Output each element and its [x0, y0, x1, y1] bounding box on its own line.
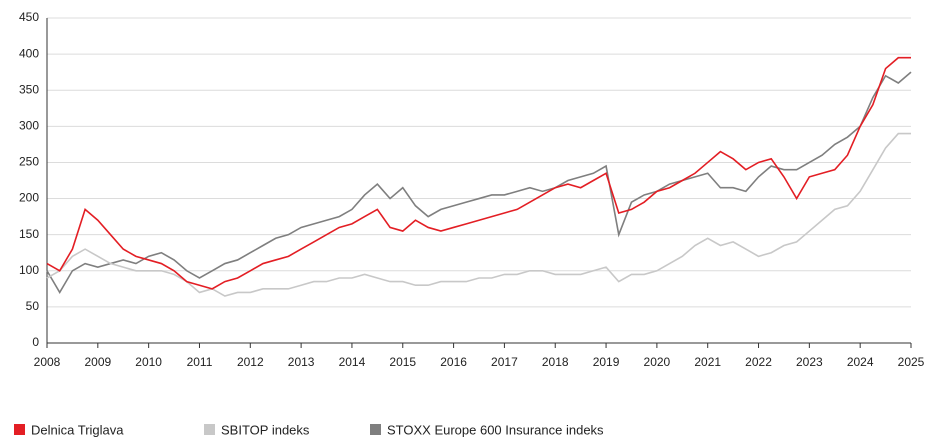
- x-tick-label: 2009: [84, 355, 111, 369]
- x-tick-label: 2022: [745, 355, 772, 369]
- x-tick-label: 2018: [542, 355, 569, 369]
- x-tick-label: 2019: [593, 355, 620, 369]
- series-line: [46, 132, 911, 297]
- x-tick-label: 2024: [847, 355, 874, 369]
- x-tick-label: 2025: [898, 355, 925, 369]
- x-tick-label: 2010: [135, 355, 162, 369]
- legend-swatch: [204, 424, 215, 435]
- x-tick-label: 2016: [440, 355, 467, 369]
- legend-swatch: [14, 424, 25, 435]
- x-tick-label: 2015: [389, 355, 416, 369]
- legend-label: SBITOP indeks: [221, 422, 310, 437]
- x-tick-label: 2020: [644, 355, 671, 369]
- legend-label: Delnica Triglava: [31, 422, 124, 437]
- x-tick-label: 2021: [694, 355, 721, 369]
- y-tick-label: 100: [19, 263, 39, 277]
- y-tick-label: 0: [32, 335, 39, 349]
- legend-label: STOXX Europe 600 Insurance indeks: [387, 422, 604, 437]
- x-tick-label: 2017: [491, 355, 518, 369]
- x-tick-label: 2008: [34, 355, 61, 369]
- y-tick-label: 200: [19, 191, 39, 205]
- y-tick-label: 400: [19, 46, 39, 60]
- y-tick-label: 450: [19, 10, 39, 24]
- y-tick-label: 350: [19, 82, 39, 96]
- x-tick-label: 2012: [237, 355, 264, 369]
- x-tick-label: 2013: [288, 355, 315, 369]
- y-tick-label: 300: [19, 119, 39, 133]
- y-tick-label: 150: [19, 227, 39, 241]
- y-tick-label: 50: [26, 299, 40, 313]
- x-tick-label: 2011: [187, 355, 213, 369]
- x-tick-label: 2014: [339, 355, 366, 369]
- legend-swatch: [370, 424, 381, 435]
- series-line: [46, 71, 912, 295]
- y-tick-label: 250: [19, 155, 39, 169]
- series-line: [46, 56, 911, 290]
- x-tick-label: 2023: [796, 355, 823, 369]
